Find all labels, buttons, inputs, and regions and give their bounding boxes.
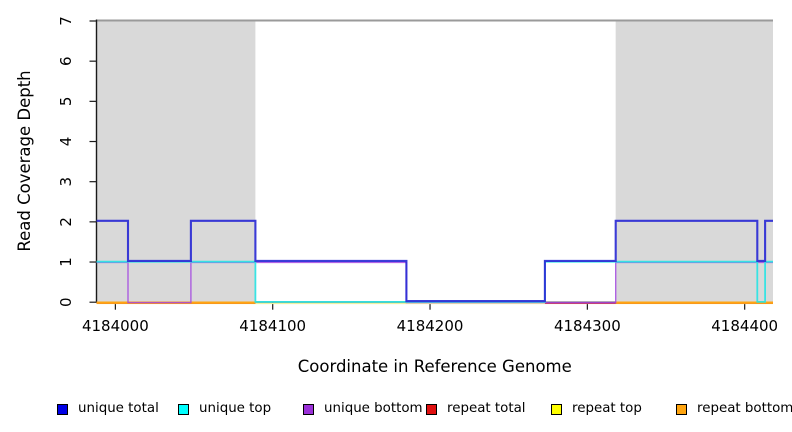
legend-label: repeat total <box>447 401 526 416</box>
series-line-unique-top <box>96 260 773 303</box>
legend-item-repeat-bottom: repeat bottom <box>676 401 792 417</box>
repeat-region-left-shading <box>96 21 256 303</box>
legend-swatch-icon <box>303 403 314 415</box>
legend-item-unique-bottom: unique bottom <box>303 401 423 417</box>
y-tick-label: 6 <box>57 56 75 66</box>
legend-swatch-icon <box>178 403 189 415</box>
y-axis-title: Read Coverage Depth <box>15 70 34 251</box>
y-tick-label: 0 <box>57 297 75 307</box>
series-line-unique-total <box>96 219 773 303</box>
legend-swatch-icon <box>426 403 437 415</box>
legend-label: repeat bottom <box>697 401 792 416</box>
legend-item-repeat-top: repeat top <box>551 401 642 417</box>
y-tick-label: 5 <box>57 97 75 107</box>
y-tick-label: 7 <box>57 16 75 26</box>
y-tick-label: 2 <box>57 217 75 227</box>
x-axis-title: Coordinate in Reference Genome <box>298 357 572 376</box>
legend-item-repeat-total: repeat total <box>426 401 526 417</box>
x-tick-label: 4184200 <box>397 317 464 335</box>
repeat-region-right-shading <box>615 21 773 303</box>
x-tick-label: 4184400 <box>711 317 778 335</box>
y-tick-label: 1 <box>57 257 75 267</box>
y-tick-label: 4 <box>57 137 75 147</box>
y-tick-label: 3 <box>57 177 75 187</box>
x-tick-label: 4184000 <box>82 317 149 335</box>
legend-swatch-icon <box>57 403 68 415</box>
legend-item-unique-top: unique top <box>178 401 271 417</box>
x-tick-label: 4184100 <box>239 317 306 335</box>
coverage-plot-canvas: 0 1 2 3 4 5 6 7 4184000 4184100 4184200 4184300 4184… <box>15 16 778 376</box>
legend-item-unique-total: unique total <box>57 401 159 417</box>
legend-label: unique top <box>199 401 272 416</box>
legend-label: repeat top <box>572 401 642 416</box>
series-line-unique-bottom <box>96 261 773 304</box>
x-tick-label: 4184300 <box>554 317 621 335</box>
legend-swatch-icon <box>551 403 562 415</box>
legend-swatch-icon <box>676 403 687 415</box>
legend-label: unique total <box>78 401 159 416</box>
legend-label: unique bottom <box>324 401 423 416</box>
